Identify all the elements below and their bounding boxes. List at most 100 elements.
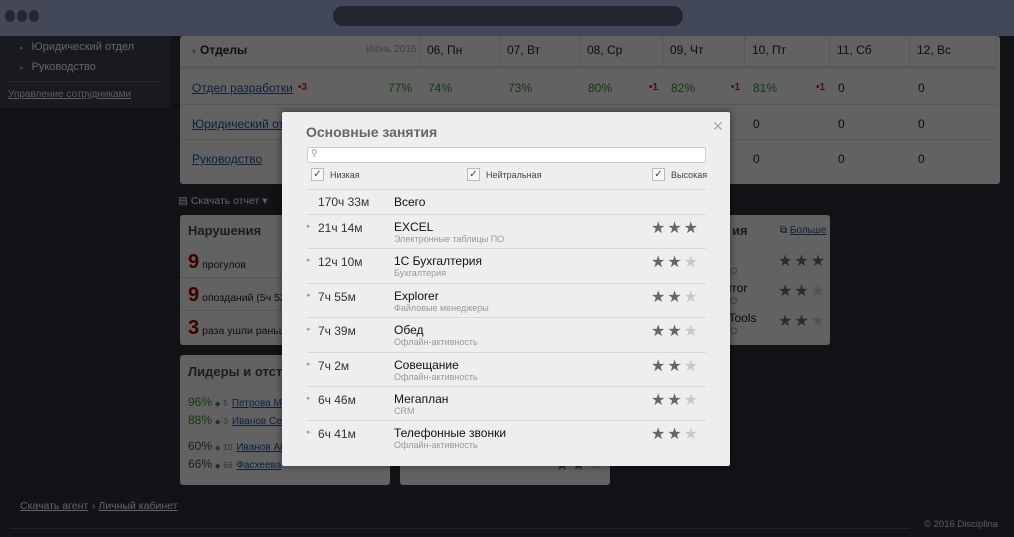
rating-stars: ★★★ [651, 287, 700, 307]
violation-text: прогулов [202, 259, 247, 271]
star-icon: ★ [650, 254, 668, 272]
search-input[interactable]: ⚲ [307, 147, 706, 163]
rank-icon: ◆ [215, 401, 221, 408]
leader-percent: 96% [188, 395, 213, 409]
violation-item: 3 раза ушли раньше [188, 317, 293, 340]
department-link[interactable]: Руководство [192, 152, 263, 166]
rank-icon: ◆ [215, 463, 221, 470]
star-icon: ★ [683, 323, 700, 341]
star-icon: ★ [667, 288, 684, 306]
sidebar-item[interactable]: Руководство [20, 61, 96, 73]
star-icon: ★ [778, 253, 795, 270]
day-value: 0 [918, 152, 925, 166]
address-bar[interactable] [333, 6, 683, 26]
star-icon: ★ [794, 253, 811, 270]
day-header: 12, Вс [910, 36, 996, 66]
filter-label: Высокая [671, 169, 708, 180]
leader-name-link[interactable]: Иванов Се [231, 416, 282, 427]
expand-arrow-icon[interactable]: ▸ [307, 223, 311, 230]
leader-name-link[interactable]: Петрова М [231, 398, 282, 409]
window-dot-icon[interactable] [17, 10, 27, 22]
divider [180, 66, 996, 69]
activity-name: 1С Бухгалтерия [394, 254, 482, 269]
expand-arrow-icon[interactable]: ▸ [307, 326, 311, 334]
star-icon: ★ [683, 392, 700, 409]
filter-neutral-checkbox[interactable]: ✓ Нейтральная [467, 168, 541, 181]
leader-name-link[interactable]: Иванов Ан [236, 442, 286, 453]
star-icon: ★ [667, 323, 684, 341]
leader-item: 88% ◆ 3 Иванов Се [188, 413, 282, 427]
star-icon: ★ [810, 313, 828, 330]
activity-row[interactable]: ▸ 6ч 46м Мегаплан CRM ★★★ [307, 386, 706, 420]
star-icon: ★ [650, 357, 668, 375]
activity-name: EXCEL [394, 220, 434, 234]
expand-arrow-icon[interactable]: ▸ [307, 257, 311, 265]
violation-count: 3 [188, 317, 200, 339]
collapse-icon[interactable]: ▾ [192, 47, 197, 56]
leader-rank: 10 [223, 443, 233, 452]
violation-badge: •3 [298, 82, 308, 93]
download-agent-link[interactable]: Скачать агент [20, 500, 89, 512]
divider [180, 104, 996, 105]
rating-stars: ★★★ [651, 321, 700, 341]
close-icon[interactable]: ✕ [712, 118, 724, 134]
expand-arrow-icon[interactable]: ▸ [307, 395, 311, 402]
activity-category: Офлайн-активность [394, 371, 478, 382]
modal-title: Основные занятия [306, 124, 438, 140]
window-dot-icon[interactable] [5, 10, 15, 22]
cabinet-link[interactable]: › Личный кабинет [92, 500, 178, 512]
browser-toolbar [0, 0, 1014, 36]
activity-row[interactable]: ▸ 6ч 41м Телефонные звонки Офлайн-активност… [307, 420, 706, 454]
department-link[interactable]: Юридический отдел [192, 117, 304, 131]
more-link[interactable]: ⧉ Больше [780, 225, 827, 236]
rating-stars: ★★★ [778, 251, 827, 271]
violation-item: 9 опозданий (5ч 52м [188, 284, 293, 307]
total-label: Всего [394, 195, 426, 209]
day-value: 0 [753, 152, 760, 166]
expand-arrow-icon[interactable]: ▸ [307, 429, 311, 437]
day-header: 09, Чт [663, 36, 745, 66]
star-icon: ★ [683, 426, 700, 444]
leader-percent: 88% [188, 413, 213, 427]
leader-item: 66% ◆ 66 Фасхеева [188, 457, 281, 471]
activity-row[interactable]: ▸ 7ч 2м Совещание Офлайн-активность ★★★ [307, 351, 706, 386]
star-icon: ★ [810, 283, 828, 300]
department-link[interactable]: Отдел разработки [192, 81, 293, 95]
period-label: Июнь 2016 [366, 44, 417, 55]
filter-high-checkbox[interactable]: ✓ Высокая [652, 168, 707, 181]
star-icon: ★ [667, 254, 684, 272]
filter-label: Нейтральная [486, 169, 542, 180]
table-header-title[interactable]: ▾ Отделы [192, 36, 420, 66]
filter-low-checkbox[interactable]: ✓ Низкая [311, 168, 360, 181]
activity-time: 21ч 14м [318, 221, 363, 235]
star-icon: ★ [667, 357, 684, 375]
day-value: 0 [918, 81, 925, 95]
sidebar-item[interactable]: Юридический отдел [20, 41, 135, 53]
activity-row[interactable]: ▸ 12ч 10м 1С Бухгалтерия Бухгалтерия ★★★ [307, 248, 706, 282]
checkbox-icon: ✓ [311, 168, 324, 181]
leader-name-link[interactable]: Фасхеева [236, 460, 282, 471]
violation-count: 9 [188, 251, 200, 273]
expand-arrow-icon[interactable]: ▸ [307, 291, 311, 299]
checkbox-icon: ✓ [652, 168, 665, 181]
manage-employees-link[interactable]: Управление сотрудниками [8, 89, 132, 100]
activity-row[interactable]: ▸ 7ч 39м Обед Офлайн-активность ★★★ [307, 317, 706, 351]
day-value: 0 [838, 152, 845, 166]
window-dot-icon[interactable] [29, 10, 39, 22]
day-header: 11, Сб [830, 36, 910, 66]
activity-row[interactable]: ▸ 21ч 14м EXCEL Электронные таблицы ПО ★★★ [307, 214, 706, 248]
download-report-button[interactable]: ▤ Скачать отчет ▾ [178, 195, 268, 207]
activity-name: Совещание [394, 357, 459, 372]
leader-rank: 3 [223, 417, 228, 426]
activity-name: Телефонные звонки [394, 426, 507, 441]
star-icon: ★ [683, 254, 700, 272]
star-icon: ★ [667, 220, 684, 237]
more-label: Больше [789, 225, 827, 236]
footer: Скачать агент › Личный кабинет © 2016 Di… [0, 495, 1014, 537]
expand-arrow-icon[interactable]: ▸ [307, 360, 311, 368]
rank-icon: ◆ [215, 445, 221, 452]
activity-row[interactable]: ▸ 7ч 55м Explorer Файловые менеджеры ★★★ [307, 282, 706, 317]
rating-stars: ★★★ [651, 424, 700, 444]
violation-text: раза ушли раньше [202, 325, 294, 337]
panel-title: Нарушения [188, 223, 262, 238]
